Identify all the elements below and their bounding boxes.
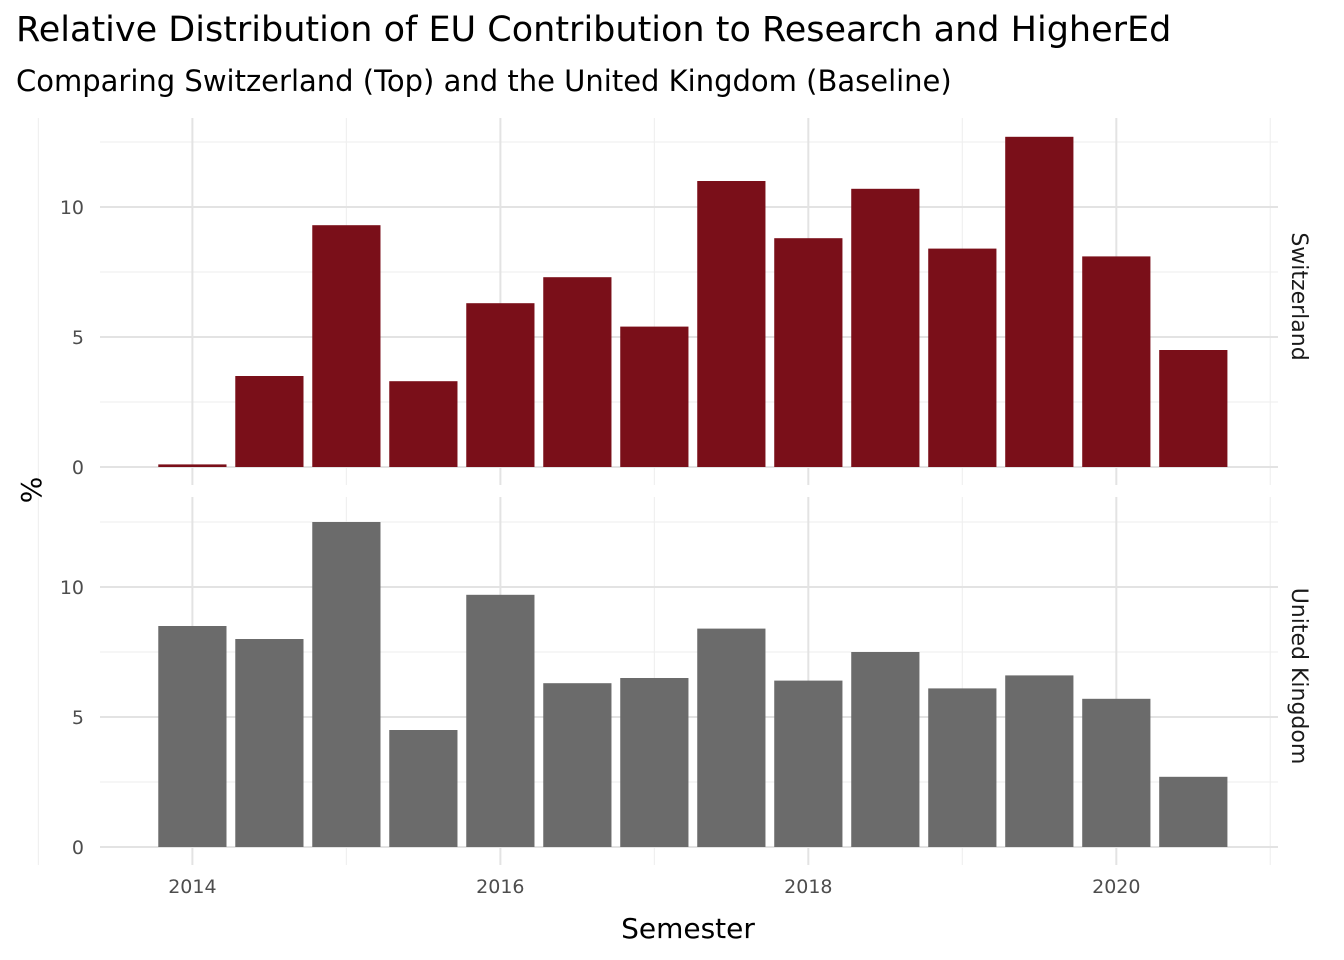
bar-united-kingdom-10 xyxy=(928,688,997,847)
bar-united-kingdom-1 xyxy=(235,639,304,847)
x-tick-label: 2018 xyxy=(784,876,832,898)
bar-switzerland-12 xyxy=(1082,256,1151,467)
bar-switzerland-3 xyxy=(389,381,458,467)
y-tick-label: 5 xyxy=(72,327,84,349)
bar-united-kingdom-6 xyxy=(620,678,689,847)
bar-united-kingdom-8 xyxy=(774,680,843,847)
bar-switzerland-1 xyxy=(235,376,304,467)
panel-united-kingdom: 0 5 10 United Kingdom xyxy=(37,497,1311,865)
facet-strip-label: United Kingdom xyxy=(1286,588,1311,765)
bar-united-kingdom-5 xyxy=(543,683,612,847)
bar-switzerland-11 xyxy=(1005,136,1074,468)
y-tick-label: 10 xyxy=(60,577,84,599)
y-tick-label: 10 xyxy=(60,197,84,219)
facet-strip-label: Switzerland xyxy=(1286,232,1311,360)
y-tick-label: 0 xyxy=(72,837,84,859)
chart-subtitle: Comparing Switzerland (Top) and the Unit… xyxy=(16,64,952,98)
bar-switzerland-7 xyxy=(697,181,766,467)
x-tick-label: 2014 xyxy=(168,876,216,898)
bar-switzerland-0 xyxy=(158,464,227,467)
bar-united-kingdom-2 xyxy=(312,522,381,847)
y-tick-label: 0 xyxy=(72,457,84,479)
bar-united-kingdom-11 xyxy=(1005,675,1074,847)
x-axis-title: Semester xyxy=(621,912,755,945)
bar-switzerland-5 xyxy=(543,277,612,467)
chart-title: Relative Distribution of EU Contribution… xyxy=(16,10,1172,50)
bar-switzerland-2 xyxy=(312,225,381,467)
bar-switzerland-9 xyxy=(851,188,920,468)
bar-switzerland-8 xyxy=(774,238,843,467)
bar-switzerland-6 xyxy=(620,326,689,467)
bar-united-kingdom-12 xyxy=(1082,698,1151,847)
bar-united-kingdom-4 xyxy=(466,594,535,847)
x-tick-label: 2016 xyxy=(476,876,524,898)
panel-switzerland: 0 5 10 Switzerland xyxy=(37,118,1311,485)
bar-united-kingdom-9 xyxy=(851,652,920,847)
bar-united-kingdom-7 xyxy=(697,628,766,847)
bar-switzerland-4 xyxy=(466,303,535,467)
y-tick-label: 5 xyxy=(72,707,84,729)
x-axis: 2014 2016 2018 2020 xyxy=(168,876,1140,898)
y-axis-title: % xyxy=(15,477,48,504)
bar-switzerland-10 xyxy=(928,248,997,467)
bar-united-kingdom-0 xyxy=(158,626,227,847)
bar-united-kingdom-3 xyxy=(389,730,458,847)
bar-united-kingdom-13 xyxy=(1159,776,1228,847)
x-tick-label: 2020 xyxy=(1092,876,1140,898)
bar-switzerland-13 xyxy=(1159,350,1228,467)
